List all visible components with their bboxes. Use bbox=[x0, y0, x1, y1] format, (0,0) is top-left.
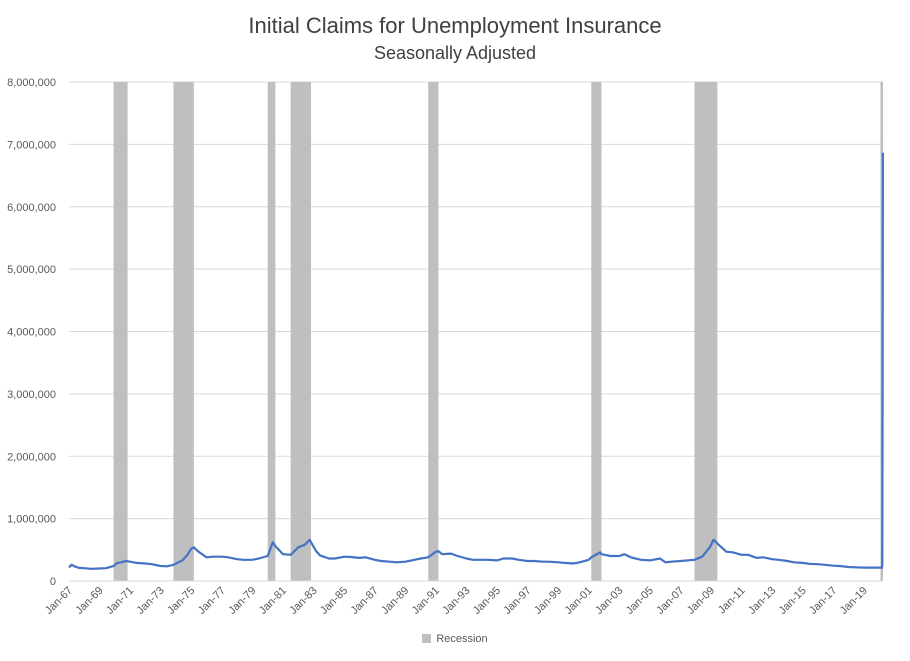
x-tick-label: Jan-67 bbox=[43, 585, 75, 617]
recession-band bbox=[173, 82, 194, 581]
x-tick-label: Jan-93 bbox=[440, 585, 472, 617]
x-tick-label: Jan-95 bbox=[471, 585, 503, 617]
x-tick-label: Jan-01 bbox=[563, 585, 595, 617]
x-tick-label: Jan-77 bbox=[196, 585, 228, 617]
x-tick-label: Jan-15 bbox=[777, 585, 809, 617]
x-tick-label: Jan-83 bbox=[287, 585, 319, 617]
x-tick-label: Jan-13 bbox=[746, 585, 778, 617]
chart-subtitle: Seasonally Adjusted bbox=[373, 43, 537, 63]
x-tick-label: Jan-75 bbox=[165, 585, 197, 617]
x-tick-label: Jan-03 bbox=[593, 585, 625, 617]
y-tick-label: 6,000,000 bbox=[7, 202, 56, 214]
x-tick-label: Jan-81 bbox=[257, 585, 289, 617]
y-tick-label: 1,000,000 bbox=[7, 514, 56, 526]
recession-band bbox=[267, 82, 276, 581]
x-tick-label: Jan-97 bbox=[501, 585, 533, 617]
y-tick-label: 4,000,000 bbox=[7, 327, 56, 339]
x-tick-label: Jan-91 bbox=[410, 585, 442, 617]
x-tick-label: Jan-89 bbox=[379, 585, 411, 617]
x-tick-label: Jan-69 bbox=[73, 585, 105, 617]
y-tick-label: 0 bbox=[50, 576, 56, 588]
legend: Recession bbox=[0, 633, 910, 645]
x-tick-label: Jan-07 bbox=[654, 585, 686, 617]
x-tick-label: Jan-05 bbox=[624, 585, 656, 617]
x-tick-label: Jan-71 bbox=[104, 585, 136, 617]
y-tick-label: 5,000,000 bbox=[7, 264, 56, 276]
x-tick-label: Jan-79 bbox=[226, 585, 258, 617]
x-tick-label: Jan-19 bbox=[838, 585, 870, 617]
series-line-initial-claims bbox=[68, 152, 884, 570]
x-tick-label: Jan-85 bbox=[318, 585, 350, 617]
recession-band bbox=[290, 82, 312, 581]
chart-title: Initial Claims for Unemployment Insuranc… bbox=[248, 13, 662, 38]
recession-band bbox=[428, 82, 439, 581]
x-tick-label: Jan-09 bbox=[685, 585, 717, 617]
recession-band bbox=[113, 82, 128, 581]
x-tick-label: Jan-17 bbox=[807, 585, 839, 617]
legend-label-recession: Recession bbox=[436, 633, 488, 645]
y-tick-label: 8,000,000 bbox=[7, 77, 56, 89]
x-tick-label: Jan-11 bbox=[716, 585, 748, 617]
recession-band bbox=[591, 82, 602, 581]
x-tick-label: Jan-73 bbox=[135, 585, 167, 617]
x-tick-label: Jan-99 bbox=[532, 585, 564, 617]
y-tick-label: 7,000,000 bbox=[7, 139, 56, 151]
x-tick-label: Jan-87 bbox=[349, 585, 381, 617]
y-tick-label: 2,000,000 bbox=[7, 451, 56, 463]
legend-swatch-recession bbox=[422, 634, 432, 643]
recession-band bbox=[694, 82, 718, 581]
y-tick-label: 3,000,000 bbox=[7, 389, 56, 401]
